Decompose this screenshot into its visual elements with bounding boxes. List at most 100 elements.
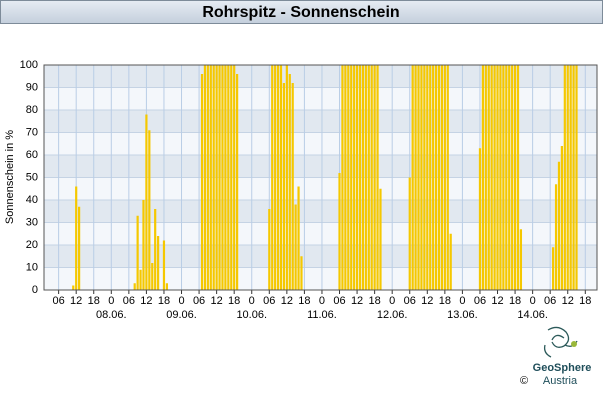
bar [437, 65, 441, 290]
logo-sub: Austria [543, 375, 578, 387]
bar [338, 173, 341, 290]
bar [136, 215, 139, 290]
grid-band [44, 245, 597, 268]
bar [282, 83, 286, 290]
y-tick-label: 30 [26, 216, 38, 228]
bar [505, 65, 508, 290]
bar [513, 65, 517, 290]
bar [75, 186, 78, 290]
bar [502, 65, 505, 290]
x-tick-label: 0 [389, 295, 395, 307]
bar [276, 65, 280, 290]
x-tick-label: 18 [88, 295, 100, 307]
bar [288, 74, 291, 290]
bar [203, 65, 207, 290]
x-tick-label: 18 [158, 295, 170, 307]
bar [355, 65, 359, 290]
x-tick-label: 12 [351, 295, 363, 307]
bar [566, 65, 569, 290]
x-tick-label: 06 [333, 295, 345, 307]
bar [370, 65, 373, 290]
date-label: 11.06. [307, 309, 337, 321]
bar [230, 65, 233, 290]
chart-title: Rohrspitz - Sonnenschein [202, 4, 399, 21]
bar [364, 65, 367, 290]
bar [145, 114, 148, 290]
bar [268, 209, 271, 290]
bar [496, 65, 499, 290]
bar [347, 65, 350, 290]
x-tick-label: 06 [263, 295, 275, 307]
date-label: 10.06. [236, 309, 267, 321]
bar [490, 65, 493, 290]
bar [162, 240, 166, 290]
y-tick-label: 40 [26, 194, 38, 206]
bar [432, 65, 435, 290]
date-label: 09.06. [166, 309, 197, 321]
x-tick-label: 0 [178, 295, 184, 307]
plot-border [43, 64, 598, 291]
grid-band [44, 110, 597, 133]
date-label: 12.06. [377, 309, 408, 321]
bar [133, 283, 136, 290]
x-tick-label: 06 [53, 295, 65, 307]
bar [353, 65, 356, 290]
bar [449, 233, 452, 290]
bar [233, 65, 236, 290]
bar [154, 209, 157, 290]
date-label: 08.06. [96, 309, 127, 321]
bar [142, 200, 145, 290]
x-tick-label: 18 [509, 295, 521, 307]
grid-band [44, 65, 597, 88]
y-tick-label: 60 [26, 149, 38, 161]
y-tick-label: 20 [26, 239, 38, 251]
bar [575, 65, 578, 290]
x-tick-label: 18 [579, 295, 591, 307]
x-tick-label: 12 [140, 295, 152, 307]
bar [350, 65, 353, 290]
x-tick-label: 06 [404, 295, 416, 307]
bar [200, 74, 204, 290]
x-tick-label: 18 [369, 295, 381, 307]
bar [373, 65, 376, 290]
bar [297, 186, 300, 290]
grid-band [44, 200, 597, 223]
bar [557, 161, 561, 290]
bar [165, 283, 168, 290]
x-tick-label: 06 [474, 295, 486, 307]
x-tick-label: 18 [298, 295, 310, 307]
bar [209, 65, 212, 290]
bar [519, 229, 523, 290]
bar [274, 65, 277, 290]
x-tick-label: 12 [421, 295, 433, 307]
bar [151, 263, 154, 290]
bar [218, 65, 221, 290]
bar [414, 65, 417, 290]
x-tick-label: 0 [249, 295, 255, 307]
bar [423, 65, 426, 290]
bar [572, 65, 575, 290]
x-tick-label: 12 [70, 295, 82, 307]
grid-band [44, 155, 597, 178]
bar [434, 65, 438, 290]
bar [294, 204, 297, 290]
x-tick-label: 12 [491, 295, 503, 307]
bar [271, 65, 274, 290]
bar [552, 247, 555, 290]
bar [411, 65, 414, 290]
bar [285, 65, 288, 290]
bar [420, 65, 423, 290]
copyright: © [520, 375, 528, 387]
bar [72, 285, 75, 290]
y-tick-label: 100 [20, 59, 38, 71]
x-tick-label: 0 [530, 295, 536, 307]
y-tick-label: 10 [26, 261, 38, 273]
x-tick-label: 12 [562, 295, 574, 307]
bar [443, 65, 446, 290]
x-tick-label: 06 [193, 295, 205, 307]
bar [440, 65, 444, 290]
y-tick-label: 0 [32, 284, 38, 296]
bar [341, 65, 344, 290]
bar [446, 65, 449, 290]
bar [279, 65, 283, 290]
